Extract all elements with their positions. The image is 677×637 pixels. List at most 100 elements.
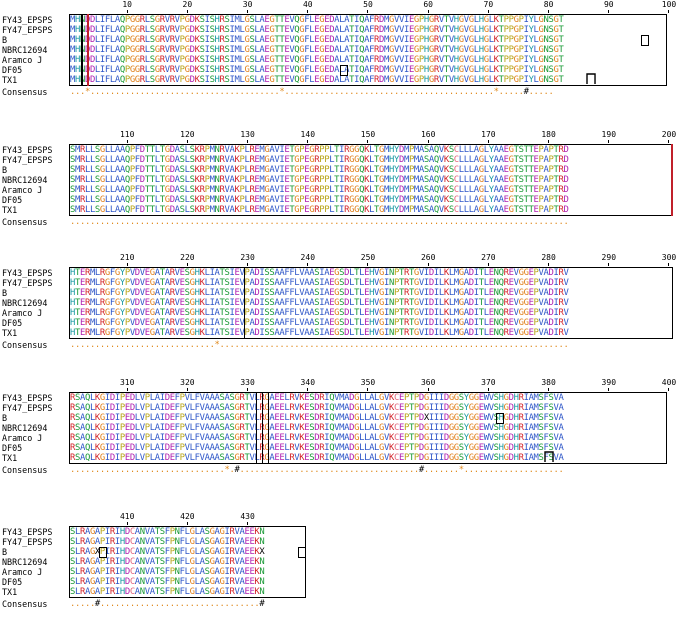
ruler-tick-label: 310 <box>119 378 135 387</box>
sequence-row: DF05 HTERMLRGFGYPVDVEGATARVESGHKLIATSIEVP… <box>0 318 677 328</box>
sequence-row: B HTERMLRGFGYPVDVEGATARVESGHKLIATSIEVPADI… <box>0 288 677 298</box>
sequence-row: DF05 MHNDDLIFLAQPGGRLSGRVRVPGDKSISHRSIMLG… <box>0 65 677 75</box>
consensus-label: Consensus <box>2 340 48 350</box>
ruler-tick-mark <box>367 263 369 266</box>
ruler-tick-mark <box>668 140 670 143</box>
notch-path <box>586 73 596 84</box>
sequence-row: B MHNDDLIFLAQPGGRLSGRVRVPGDKSISHRSIMLGSLA… <box>0 35 677 45</box>
ruler-tick-mark <box>307 140 309 143</box>
ruler-tick-label: 350 <box>360 378 376 387</box>
sequence-residues: SLRAGAPIRIHDCANVATSFPNFLGLASGAGIRVAEEKN <box>70 567 265 577</box>
sequence-name: B <box>2 288 8 298</box>
ruler-tick-mark <box>186 263 188 266</box>
sequence-residues: HTERMLRGFGYPVDVEGATARVESGHKLIATSIEVPADIS… <box>70 298 569 308</box>
sequence-row: NBRC12694 HTERMLRGFGYPVDVEGATARVESGHKLIAT… <box>0 298 677 308</box>
ruler-tick-mark <box>307 388 309 391</box>
ruler-tick-mark <box>247 140 249 143</box>
ruler-tick-label: 430 <box>240 512 255 521</box>
sequence-row: TX1 RSAQLKGIDIPEDLVPLAIDEFPVLFVAAASASGRTV… <box>0 453 677 463</box>
variant-box-marker <box>99 546 108 558</box>
sequence-name: TX1 <box>2 587 18 597</box>
sequence-name: NBRC12694 <box>2 423 48 433</box>
ruler-tick-mark <box>548 10 550 13</box>
ruler-tick-mark <box>487 263 489 266</box>
sequence-row: FY47_EPSPS SMRLLSGLLAAQPFDTTLTGDASLSKRPMN… <box>0 155 677 165</box>
ruler-tick-mark <box>608 140 610 143</box>
consensus-label: Consensus <box>2 217 48 227</box>
column-separator <box>243 267 246 339</box>
consensus-label: Consensus <box>2 87 48 97</box>
consensus-row: Consensus ...*...........................… <box>0 87 677 97</box>
sequence-residues: SMRLLSGLLAAQPFDTTLTGDASLSKRPMNRVAKPLREMG… <box>70 165 569 175</box>
sequence-residues: SLRAGAPIRIHDCANVATSFPNFLGLASGAGIRVAEEKN <box>70 557 265 567</box>
ruler-tick-label: 420 <box>180 512 195 521</box>
variant-box-marker <box>496 412 505 424</box>
sequence-name: Aramco J <box>2 185 43 195</box>
sequence-row: FY47_EPSPS MHNDDLIFLAQPGGRLSGRVRVPGDKSISH… <box>0 25 677 35</box>
sequence-row: DF05 SMRLLSGLLAAQPFDTTLTGDASLSKRPMNRVAKPL… <box>0 195 677 205</box>
sequence-row: DF05 RSAQLKGIDIPEDLVPLAIDEFPVLFVAAASASGRT… <box>0 443 677 453</box>
ruler-tick-mark <box>427 388 429 391</box>
sequence-name: DF05 <box>2 577 23 587</box>
ruler-tick-label: 110 <box>119 130 135 139</box>
ruler-tick-mark <box>186 10 188 13</box>
alignment-frame <box>69 267 673 339</box>
alignment-block: 310 320 330 340 350 360 370 380 390 400 FY43_EPSPS… <box>0 378 677 503</box>
ruler-tick-label: 280 <box>541 253 556 262</box>
ruler-tick-label: 80 <box>543 0 554 9</box>
position-ruler: 410 420 430 <box>0 512 677 525</box>
ruler-tick-label: 140 <box>300 130 316 139</box>
sequence-row: B SMRLLSGLLAAQPFDTTLTGDASLSKRPMNRVAKPLREM… <box>0 165 677 175</box>
ruler-tick-label: 170 <box>481 130 496 139</box>
ruler-tick-label: 60 <box>423 0 434 9</box>
ruler-tick-label: 340 <box>300 378 316 387</box>
column-separator <box>256 392 258 464</box>
position-ruler: 210 220 230 240 250 260 270 280 290 300 <box>0 253 677 266</box>
ruler-tick-mark <box>487 140 489 143</box>
position-ruler: 110 120 130 140 150 160 170 180 190 200 <box>0 130 677 143</box>
sequence-residues: RSAQLKGIDIPEDLVPLAIDEFPVLFVAAASASGRTVLRG… <box>70 413 564 423</box>
ruler-tick-mark <box>126 522 128 525</box>
alignment-block: 410 420 430 FY43_EPSPS SLRAGAPIRIHDCANVATSFP… <box>0 512 677 637</box>
alignment-block: 110 120 130 140 150 160 170 180 190 200 FY43_EPSPS… <box>0 130 677 255</box>
ruler-tick-mark <box>307 263 309 266</box>
sequence-name: B <box>2 35 8 45</box>
sequence-row: Aramco J HTERMLRGFGYPVDVEGATARVESGHKLIATS… <box>0 308 677 318</box>
consensus-symbols: ...............................*.#......… <box>70 465 564 475</box>
sequence-row: B RSAQLKGIDIPEDLVPLAIDEFPVLFVAAASASGRTVLR… <box>0 413 677 423</box>
consensus-symbols: .............................*..........… <box>70 340 569 350</box>
alignment-frame <box>69 392 667 464</box>
sequence-name: FY43_EPSPS <box>2 15 53 25</box>
sequence-residues: SMRLLSGLLAAQPFDTTLTGDASLSKRPMNRVAKPLREMG… <box>70 145 569 155</box>
consensus-row: Consensus...............................… <box>0 465 677 475</box>
consensus-row: Consensus...............................… <box>0 217 677 227</box>
sequence-name: NBRC12694 <box>2 298 48 308</box>
ruler-tick-mark <box>668 10 670 13</box>
ruler-tick-label: 20 <box>182 0 193 9</box>
column-separator <box>87 14 89 86</box>
ruler-tick-mark <box>367 140 369 143</box>
sequence-name: Aramco J <box>2 567 43 577</box>
sequence-residues: RSAQLKGIDIPEDLVPLAIDEFPVLFVAAASASGRTVLRG… <box>70 423 564 433</box>
sequence-name: FY47_EPSPS <box>2 25 53 35</box>
ruler-tick-label: 260 <box>420 253 436 262</box>
consensus-symbols: ........................................… <box>70 217 569 227</box>
ruler-tick-label: 360 <box>420 378 436 387</box>
sequence-residues: MHNDDLIFLAQPGGRLSGRVRVPGDKSISHRSIMLGSLAE… <box>70 15 564 25</box>
sequence-name: Aramco J <box>2 55 43 65</box>
sequence-name: B <box>2 547 8 557</box>
sequence-row: TX1 MHNDDLIFLAQPGGRLSGRVRVPGDKSISHRSIMLGS… <box>0 75 677 85</box>
ruler-tick-mark <box>367 388 369 391</box>
sequence-row: FY43_EPSPS SLRAGAPIRIHDCANVATSFPNFLGLASGA… <box>0 527 677 537</box>
sequence-name: DF05 <box>2 318 23 328</box>
ruler-tick-mark <box>487 10 489 13</box>
insertion-notch-marker <box>586 73 596 84</box>
sequence-residues: SMRLLSGLLAAQPFDTTLTGDASLSKRPMNRVAKPLREMG… <box>70 195 569 205</box>
sequence-name: FY43_EPSPS <box>2 268 53 278</box>
sequence-row: NBRC12694 RSAQLKGIDIPEDLVPLAIDEFPVLFVAAAS… <box>0 423 677 433</box>
sequence-name: FY47_EPSPS <box>2 155 53 165</box>
ruler-tick-label: 70 <box>483 0 494 9</box>
ruler-tick-label: 40 <box>302 0 313 9</box>
ruler-tick-label: 210 <box>119 253 135 262</box>
ruler-tick-mark <box>186 522 188 525</box>
